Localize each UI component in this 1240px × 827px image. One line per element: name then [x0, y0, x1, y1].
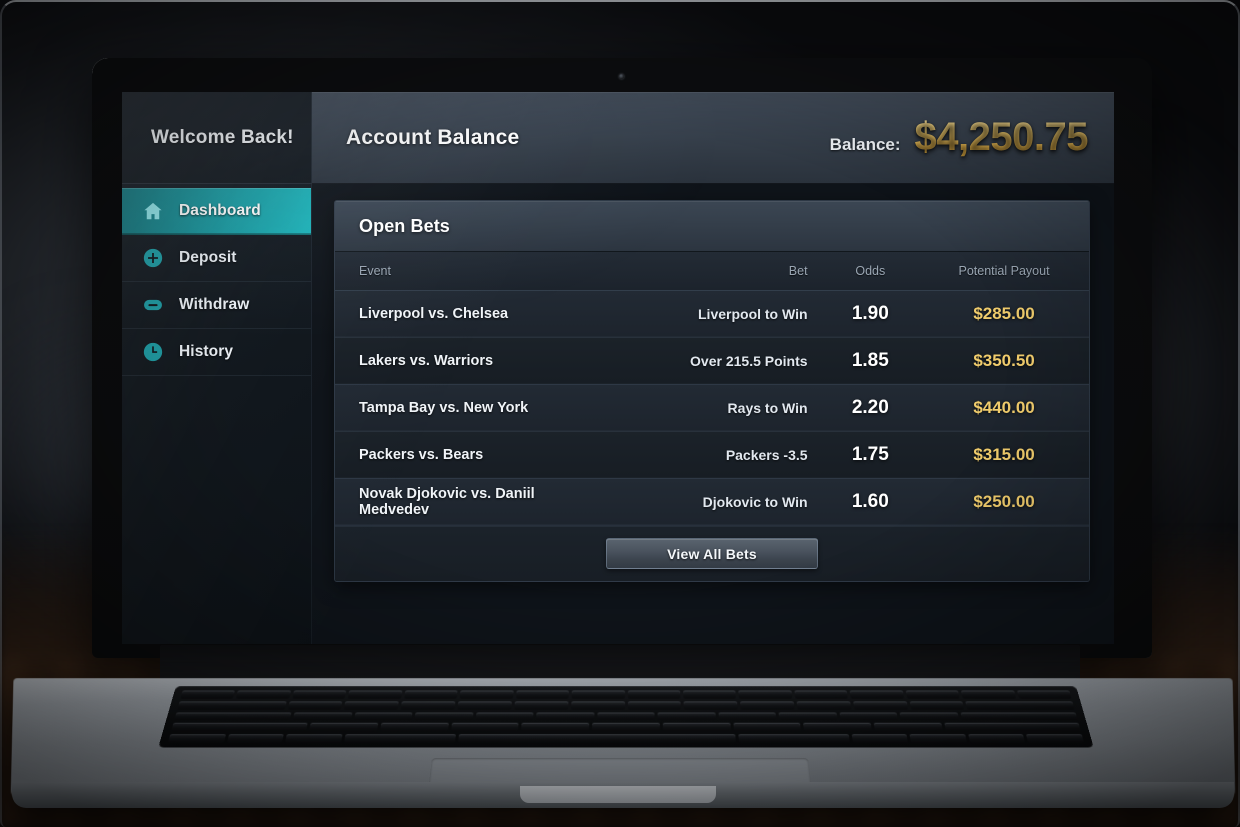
balance-label: Balance: — [829, 135, 901, 154]
cell-event: Packers vs. Bears — [359, 446, 484, 463]
card-header: Open Bets — [335, 201, 1089, 252]
cell-bet: Liverpool to Win — [698, 305, 808, 322]
sidebar-item-history[interactable]: History — [122, 329, 311, 376]
sidebar-item-deposit[interactable]: Deposit — [122, 235, 311, 282]
table-body: Liverpool vs. Chelsea Liverpool to Win 1… — [335, 290, 1089, 525]
keyboard — [158, 686, 1094, 748]
column-header-odds: Odds — [817, 252, 924, 291]
app-body: Dashboard Deposit — [122, 184, 1114, 644]
cell-payout: $440.00 — [973, 397, 1035, 417]
account-header: Account Balance Balance: $4,250.75 — [312, 92, 1114, 184]
table-header: Event Bet Odds Potential Payout — [335, 252, 1089, 291]
keyboard-row — [174, 712, 1078, 721]
top-bar: Welcome Back! Account Balance Balance: $… — [122, 92, 1114, 184]
column-header-payout: Potential Payout — [923, 252, 1089, 291]
open-bets-table: Event Bet Odds Potential Payout Liverpoo… — [335, 252, 1089, 526]
cell-odds: 1.90 — [851, 302, 889, 324]
page-title: Account Balance — [346, 125, 520, 149]
balance-amount: $4,250.75 — [914, 115, 1089, 159]
cell-odds: 1.85 — [851, 349, 889, 371]
laptop-lid-notch — [520, 786, 716, 803]
plus-circle-icon — [141, 246, 165, 270]
table-row[interactable]: Lakers vs. Warriors Over 215.5 Points 1.… — [335, 337, 1089, 384]
clock-icon — [141, 340, 165, 364]
sidebar-item-dashboard[interactable]: Dashboard — [122, 188, 311, 235]
cell-bet: Packers -3.5 — [725, 446, 808, 463]
cell-bet: Djokovic to Win — [702, 493, 808, 510]
table-row[interactable]: Packers vs. Bears Packers -3.5 1.75 $315… — [335, 431, 1089, 478]
sidebar-nav: Dashboard Deposit — [122, 184, 312, 644]
table-row[interactable]: Liverpool vs. Chelsea Liverpool to Win 1… — [335, 290, 1089, 337]
open-bets-card: Open Bets Event Bet Odds Potential Payou… — [334, 200, 1090, 582]
cell-payout: $315.00 — [973, 444, 1035, 464]
cell-event: Novak Djokovic vs. Daniil Medvedev — [359, 485, 535, 518]
webcam-icon — [619, 74, 624, 79]
minus-pill-icon — [141, 293, 165, 317]
keyboard-row — [177, 701, 1075, 710]
home-icon — [141, 199, 165, 223]
balance-display: Balance: $4,250.75 — [829, 115, 1089, 160]
sidebar-item-label: Deposit — [179, 249, 237, 266]
column-header-bet: Bet — [606, 252, 818, 291]
betting-dashboard-app: Welcome Back! Account Balance Balance: $… — [122, 92, 1114, 644]
welcome-banner: Welcome Back! — [122, 92, 312, 184]
cell-bet: Over 215.5 Points — [690, 352, 808, 369]
card-footer: View All Bets — [335, 525, 1089, 581]
cell-bet: Rays to Win — [727, 399, 808, 416]
cell-payout: $250.00 — [973, 491, 1035, 511]
main-content: Open Bets Event Bet Odds Potential Payou… — [312, 184, 1114, 644]
welcome-text: Welcome Back! — [151, 126, 294, 148]
keyboard-row — [180, 690, 1072, 699]
cell-event: Tampa Bay vs. New York — [359, 399, 529, 416]
laptop-screen: Welcome Back! Account Balance Balance: $… — [122, 92, 1114, 644]
table-row[interactable]: Novak Djokovic vs. Daniil Medvedev Djoko… — [335, 478, 1089, 525]
keyboard-row — [171, 723, 1081, 732]
view-all-bets-button[interactable]: View All Bets — [606, 538, 818, 569]
sidebar-item-label: Withdraw — [179, 296, 250, 313]
cell-event: Liverpool vs. Chelsea — [359, 305, 509, 322]
keyboard-row — [167, 734, 1085, 743]
sidebar-item-label: Dashboard — [179, 202, 261, 219]
cell-odds: 2.20 — [851, 396, 889, 418]
cell-payout: $285.00 — [973, 303, 1035, 323]
cell-odds: 1.60 — [851, 490, 889, 512]
card-title: Open Bets — [359, 215, 450, 236]
table-header-row: Event Bet Odds Potential Payout — [335, 252, 1089, 291]
cell-odds: 1.75 — [851, 443, 889, 465]
cell-payout: $350.50 — [973, 350, 1035, 370]
column-header-event: Event — [335, 252, 607, 291]
table-row[interactable]: Tampa Bay vs. New York Rays to Win 2.20 … — [335, 384, 1089, 431]
sidebar-item-withdraw[interactable]: Withdraw — [122, 282, 311, 329]
cell-event: Lakers vs. Warriors — [359, 352, 494, 369]
sidebar-item-label: History — [179, 343, 234, 360]
